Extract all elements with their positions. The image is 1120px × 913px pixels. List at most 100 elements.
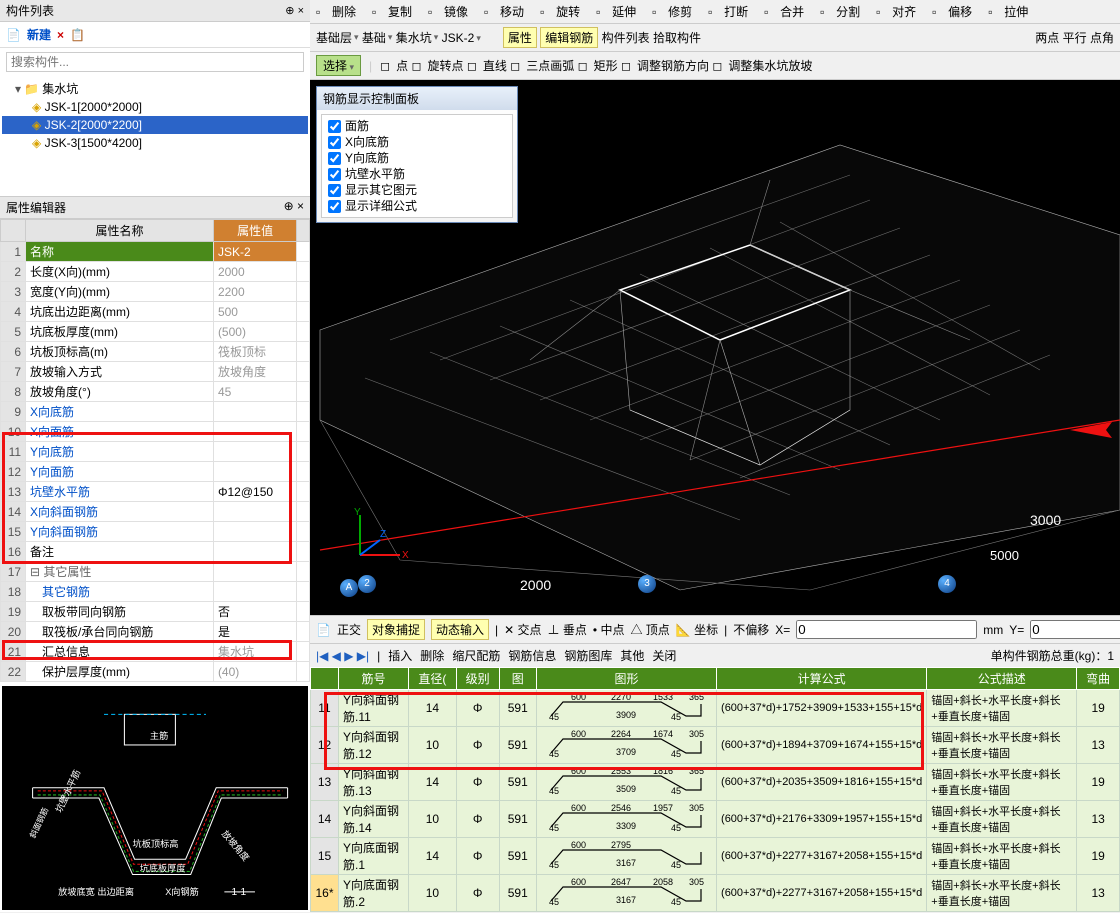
tb-旋转[interactable]: ▫旋转 (540, 3, 580, 20)
rebar-info-button[interactable]: 钢筋信息 (508, 647, 556, 664)
cross-button[interactable]: ✕ 交点 (504, 621, 541, 638)
rebar-fig[interactable]: 591 (499, 801, 537, 838)
ctx-基础层[interactable]: 基础层 (316, 29, 359, 46)
rebar-level[interactable]: Φ (456, 801, 499, 838)
far-点角[interactable]: 点角 (1090, 29, 1114, 46)
select-button[interactable]: 选择 (316, 55, 361, 76)
tb-镜像[interactable]: ▫镜像 (428, 3, 468, 20)
x-input[interactable] (796, 620, 977, 639)
draw-调整集水坑放坡[interactable]: ◻调整集水坑放坡 (712, 57, 812, 74)
prop-value[interactable] (213, 562, 297, 582)
mid-button[interactable]: • 中点 (593, 621, 625, 638)
tb-移动[interactable]: ▫移动 (484, 3, 524, 20)
prop-value[interactable]: 集水坑 (213, 642, 297, 662)
draw-旋转点[interactable]: ◻旋转点 (412, 57, 464, 74)
ctx-集水坑[interactable]: 集水坑 (396, 29, 439, 46)
prop-value[interactable]: 45 (213, 382, 297, 402)
prop-value[interactable] (213, 582, 297, 602)
rebar-dia[interactable]: 10 (409, 801, 457, 838)
insert-button[interactable]: 插入 (388, 647, 412, 664)
prop-value[interactable]: (40) (213, 662, 297, 682)
prop-value[interactable]: Φ12@150 (213, 482, 297, 502)
viewport-3d[interactable]: 3000 5000 2000 钢筋显示控制面板 面筋X向底筋Y向底筋坑壁水平筋显… (310, 80, 1120, 615)
rebar-dia[interactable]: 10 (409, 875, 457, 912)
rebar-name[interactable]: Y向斜面钢筋.11 (339, 690, 409, 727)
ctx-构件列表[interactable]: 构件列表 (602, 29, 650, 46)
prop-value[interactable]: 筏板顶标 (213, 342, 297, 362)
tb-打断[interactable]: ▫打断 (708, 3, 748, 20)
row-num[interactable]: 16* (311, 875, 339, 912)
prop-value[interactable] (213, 462, 297, 482)
draw-三点画弧[interactable]: ◻三点画弧 (510, 57, 574, 74)
snap-button[interactable]: 对象捕捉 (367, 619, 425, 640)
row-num[interactable]: 14 (311, 801, 339, 838)
rebar-name[interactable]: Y向底面钢筋.1 (339, 838, 409, 875)
rebar-fig[interactable]: 591 (499, 838, 537, 875)
tb-分割[interactable]: ▫分割 (820, 3, 860, 20)
prop-value[interactable]: JSK-2 (213, 242, 297, 262)
tree-item[interactable]: ◈ JSK-3[1500*4200] (2, 134, 308, 152)
tb-对齐[interactable]: ▫对齐 (876, 3, 916, 20)
rebar-dia[interactable]: 14 (409, 764, 457, 801)
coord-button[interactable]: 📐 坐标 (676, 621, 718, 638)
chk-X向底筋[interactable]: X向底筋 (328, 134, 506, 150)
rebar-fig[interactable]: 591 (499, 764, 537, 801)
scale-button[interactable]: 缩尺配筋 (452, 647, 500, 664)
nav-buttons[interactable]: |◀ ◀ ▶ ▶| (316, 649, 369, 663)
prop-value[interactable] (213, 402, 297, 422)
icon-doc[interactable]: 📄 (316, 623, 331, 637)
ctx-编辑钢筋[interactable]: 编辑钢筋 (540, 27, 598, 48)
rebar-level[interactable]: Φ (456, 690, 499, 727)
prop-value[interactable] (213, 442, 297, 462)
row-num[interactable]: 12 (311, 727, 339, 764)
row-num[interactable]: 11 (311, 690, 339, 727)
new-button[interactable]: 新建 (27, 26, 51, 43)
perp-button[interactable]: ⊥ 垂点 (548, 621, 587, 638)
rebar-dia[interactable]: 14 (409, 690, 457, 727)
row-num[interactable]: 15 (311, 838, 339, 875)
rebar-name[interactable]: Y向斜面钢筋.12 (339, 727, 409, 764)
prop-value[interactable]: 500 (213, 302, 297, 322)
tree-item[interactable]: ◈ JSK-2[2000*2200] (2, 116, 308, 134)
tree-root[interactable]: ▾📁 集水坑 (2, 80, 308, 98)
top-button[interactable]: △ 顶点 (630, 621, 669, 638)
copy-button[interactable]: 📋 (70, 28, 85, 42)
tb-修剪[interactable]: ▫修剪 (652, 3, 692, 20)
chk-Y向底筋[interactable]: Y向底筋 (328, 150, 506, 166)
prop-value[interactable]: (500) (213, 322, 297, 342)
prop-value[interactable]: 是 (213, 622, 297, 642)
far-平行[interactable]: 平行 (1063, 29, 1087, 46)
draw-直线[interactable]: ◻直线 (467, 57, 507, 74)
prop-value[interactable]: 2000 (213, 262, 297, 282)
ctx-JSK-2[interactable]: JSK-2 (442, 31, 481, 45)
far-两点[interactable]: 两点 (1035, 29, 1059, 46)
rebar-dia[interactable]: 14 (409, 838, 457, 875)
chk-显示其它图元[interactable]: 显示其它图元 (328, 182, 506, 198)
rebar-level[interactable]: Φ (456, 764, 499, 801)
delete-row-button[interactable]: 删除 (420, 647, 444, 664)
tb-删除[interactable]: ▫删除 (316, 3, 356, 20)
tb-合并[interactable]: ▫合并 (764, 3, 804, 20)
prop-value[interactable] (213, 542, 297, 562)
dyn-input-button[interactable]: 动态输入 (431, 619, 489, 640)
ctx-拾取构件[interactable]: 拾取构件 (653, 29, 701, 46)
ctx-基础[interactable]: 基础 (362, 29, 393, 46)
prop-value[interactable] (213, 522, 297, 542)
offset-dropdown[interactable]: 不偏移 (733, 621, 769, 638)
rebar-name[interactable]: Y向底面钢筋.2 (339, 875, 409, 912)
rebar-dia[interactable]: 10 (409, 727, 457, 764)
close-button[interactable]: 关闭 (652, 647, 676, 664)
rebar-fig[interactable]: 591 (499, 690, 537, 727)
prop-value[interactable]: 否 (213, 602, 297, 622)
ortho-button[interactable]: 正交 (337, 621, 361, 638)
prop-value[interactable] (213, 422, 297, 442)
prop-value[interactable]: 2200 (213, 282, 297, 302)
tb-延伸[interactable]: ▫延伸 (596, 3, 636, 20)
tree-item[interactable]: ◈ JSK-1[2000*2000] (2, 98, 308, 116)
other-button[interactable]: 其他 (620, 647, 644, 664)
tb-复制[interactable]: ▫复制 (372, 3, 412, 20)
prop-panel-pin[interactable]: ⊕ × (284, 199, 304, 216)
rebar-fig[interactable]: 591 (499, 727, 537, 764)
tb-拉伸[interactable]: ▫拉伸 (988, 3, 1028, 20)
y-input[interactable] (1030, 620, 1120, 639)
